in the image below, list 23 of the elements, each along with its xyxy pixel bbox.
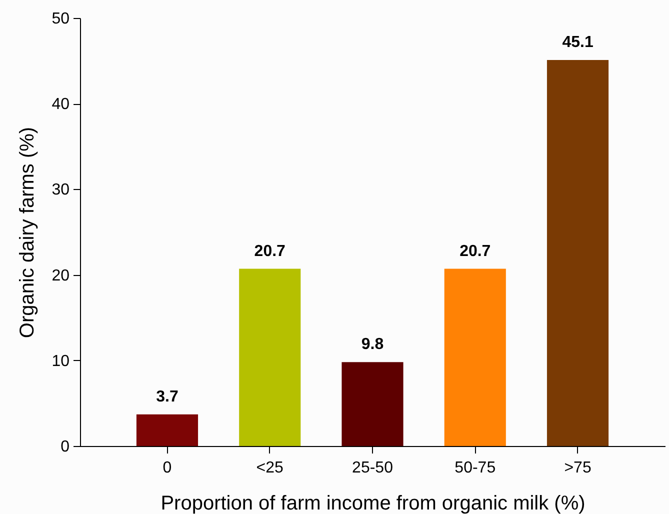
y-tick-label: 30 [52,182,70,199]
data-label: 20.7 [460,242,491,260]
bar [342,362,404,446]
y-tick-label: 40 [52,96,70,114]
x-tick-label: <25 [256,460,284,476]
data-label: 45.1 [562,34,594,51]
bar [546,60,609,446]
x-axis-title: Proportion of farm income from organic milk (%) [160,492,586,514]
y-tick-label: 50 [52,10,70,28]
data-label: 3.7 [156,388,178,406]
x-tick-label: 0 [162,460,172,476]
y-tick-label: 20 [52,267,70,284]
y-tick-label: 10 [52,352,70,370]
x-tick-label: 25-50 [352,460,394,476]
x-tick-label: 50-75 [454,460,496,476]
x-tick-label: >75 [564,460,592,476]
bar [239,268,301,446]
bar [136,414,198,446]
y-axis-title: Organic dairy farms (%) [16,126,39,338]
y-tick-label: 0 [60,438,70,456]
data-label: 20.7 [254,242,286,260]
bar [444,268,506,446]
data-label: 9.8 [361,336,384,354]
